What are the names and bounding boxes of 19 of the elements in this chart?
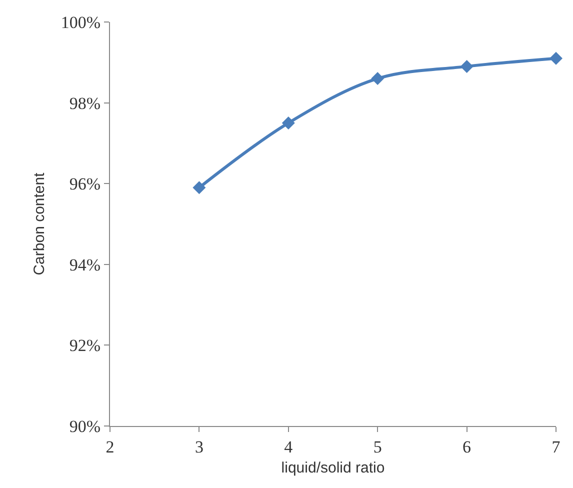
x-tick-label: 4: [284, 437, 294, 456]
y-tick-label: 96%: [69, 174, 101, 194]
x-axis-title: liquid/solid ratio: [281, 459, 385, 476]
x-tick-label: 2: [106, 437, 114, 456]
point: [550, 52, 562, 65]
x-tick-label: 3: [194, 437, 204, 456]
x-tick-label: 7: [552, 437, 561, 456]
point: [192, 181, 206, 194]
point: [282, 116, 295, 130]
point: [460, 60, 474, 73]
y-tick-label: 90%: [69, 416, 101, 436]
y-tick-label: 94%: [69, 255, 101, 274]
y-tick-label: 92%: [69, 336, 101, 356]
y-axis-title: Carbon content: [31, 172, 48, 276]
x-tick-label: 5: [373, 437, 382, 456]
x-tick-label: 6: [462, 437, 472, 456]
point: [371, 72, 384, 86]
y-tick-label: 100%: [60, 12, 101, 32]
y-tick-label: 98%: [69, 94, 101, 113]
